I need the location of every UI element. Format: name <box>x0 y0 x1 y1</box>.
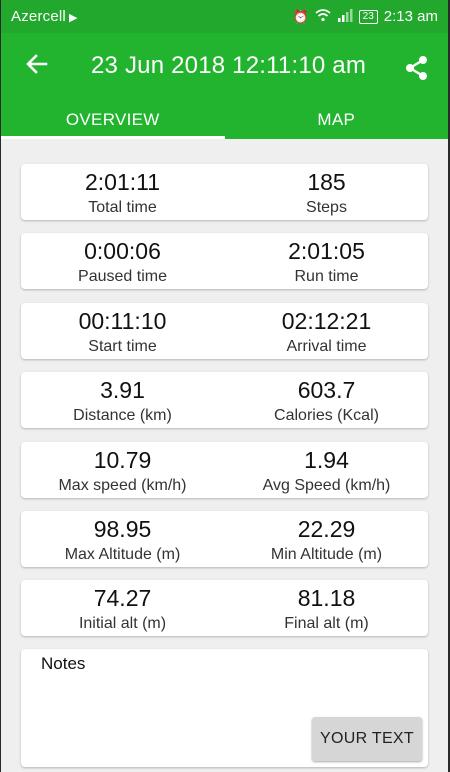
stat-total-time: 2:01:11 Total time <box>21 164 224 220</box>
alarm-icon: ⏰ <box>292 9 309 24</box>
stat-card-paused-time: 0:00:06 Paused time 2:01:05 Run time <box>21 233 428 289</box>
stat-value: 2:01:11 <box>84 169 161 195</box>
stat-card-distance: 3.91 Distance (km) 603.7 Calories (Kcal) <box>21 372 428 428</box>
stat-label: Initial alt (m) <box>78 615 167 632</box>
stat-card-speed: 10.79 Max speed (km/h) 1.94 Avg Speed (k… <box>21 442 428 498</box>
stat-steps: 185 Steps <box>225 164 428 220</box>
stat-value: 74.27 <box>93 585 152 611</box>
stat-label: Avg Speed (km/h) <box>262 477 391 494</box>
page-title: 23 Jun 2018 12:11:10 am <box>91 52 367 79</box>
stat-initial-alt: 74.27 Initial alt (m) <box>21 580 224 636</box>
stat-arrival-time: 02:12:21 Arrival time <box>225 303 428 359</box>
stat-value: 10.79 <box>93 447 152 473</box>
overview-content: 2:01:11 Total time 185 Steps 0:00:06 Pau… <box>1 139 448 772</box>
stat-value: 603.7 <box>297 377 356 403</box>
stat-run-time: 2:01:05 Run time <box>225 233 428 289</box>
stat-value: 2:01:05 <box>288 238 365 264</box>
stat-label: Start time <box>88 338 157 355</box>
signal-icon <box>337 8 353 25</box>
clock: 2:13 am <box>383 8 438 25</box>
carrier-name: Azercell ▶ <box>11 8 78 25</box>
stat-value: 98.95 <box>93 516 152 542</box>
stat-value: 02:12:21 <box>281 308 372 334</box>
toolbar: 23 Jun 2018 12:11:10 am <box>1 33 448 105</box>
stat-label: Distance (km) <box>73 407 172 424</box>
stat-value: 0:00:06 <box>84 238 161 264</box>
stat-label: Calories (Kcal) <box>274 407 379 424</box>
stat-card-total-time: 2:01:11 Total time 185 Steps <box>21 164 428 220</box>
share-button[interactable] <box>402 53 432 83</box>
back-button[interactable] <box>23 51 51 79</box>
status-icons: ⏰ 23 2:13 am <box>292 8 438 25</box>
stat-value: 185 <box>307 169 346 195</box>
play-store-icon: ▶ <box>68 12 78 24</box>
stat-final-alt: 81.18 Final alt (m) <box>225 580 428 636</box>
share-icon <box>406 56 427 80</box>
battery-icon: 23 <box>358 9 378 24</box>
stat-value: 1.94 <box>304 447 349 473</box>
stat-paused-time: 0:00:06 Paused time <box>21 233 224 289</box>
stat-label: Paused time <box>78 268 167 285</box>
stat-label: Final alt (m) <box>284 615 369 632</box>
stat-label: Min Altitude (m) <box>270 546 383 563</box>
stat-card-altitude: 98.95 Max Altitude (m) 22.29 Min Altitud… <box>21 511 428 567</box>
stat-label: Max speed (km/h) <box>58 477 187 494</box>
stat-min-altitude: 22.29 Min Altitude (m) <box>225 511 428 567</box>
your-text-button[interactable]: YOUR TEXT <box>312 717 422 761</box>
stat-calories: 603.7 Calories (Kcal) <box>225 372 428 428</box>
stat-label: Run time <box>294 268 359 285</box>
tab-overview[interactable]: OVERVIEW <box>1 105 225 139</box>
notes-label: Notes <box>41 654 86 673</box>
stat-label: Steps <box>306 199 347 216</box>
stat-label: Arrival time <box>286 338 367 355</box>
stat-avg-speed: 1.94 Avg Speed (km/h) <box>225 442 428 498</box>
stat-max-speed: 10.79 Max speed (km/h) <box>21 442 224 498</box>
stat-value: 81.18 <box>297 585 356 611</box>
stat-label: Max Altitude (m) <box>64 546 181 563</box>
stat-card-alt-range: 74.27 Initial alt (m) 81.18 Final alt (m… <box>21 580 428 636</box>
arrow-left-icon <box>26 54 48 74</box>
stat-label: Total time <box>88 199 157 216</box>
tab-map[interactable]: MAP <box>317 110 356 129</box>
stat-card-start-time: 00:11:10 Start time 02:12:21 Arrival tim… <box>21 303 428 359</box>
stat-value: 22.29 <box>297 516 356 542</box>
tab-bar: OVERVIEW MAP <box>1 105 448 139</box>
notes-card: Notes YOUR TEXT <box>21 649 428 767</box>
carrier-label: Azercell <box>11 8 66 25</box>
status-bar: Azercell ▶ ⏰ 23 2:13 am <box>1 0 448 33</box>
stat-value: 3.91 <box>100 377 145 403</box>
stat-value: 00:11:10 <box>78 308 167 334</box>
wifi-icon <box>315 8 331 25</box>
stat-max-altitude: 98.95 Max Altitude (m) <box>21 511 224 567</box>
stat-start-time: 00:11:10 Start time <box>21 303 224 359</box>
stat-distance: 3.91 Distance (km) <box>21 372 224 428</box>
